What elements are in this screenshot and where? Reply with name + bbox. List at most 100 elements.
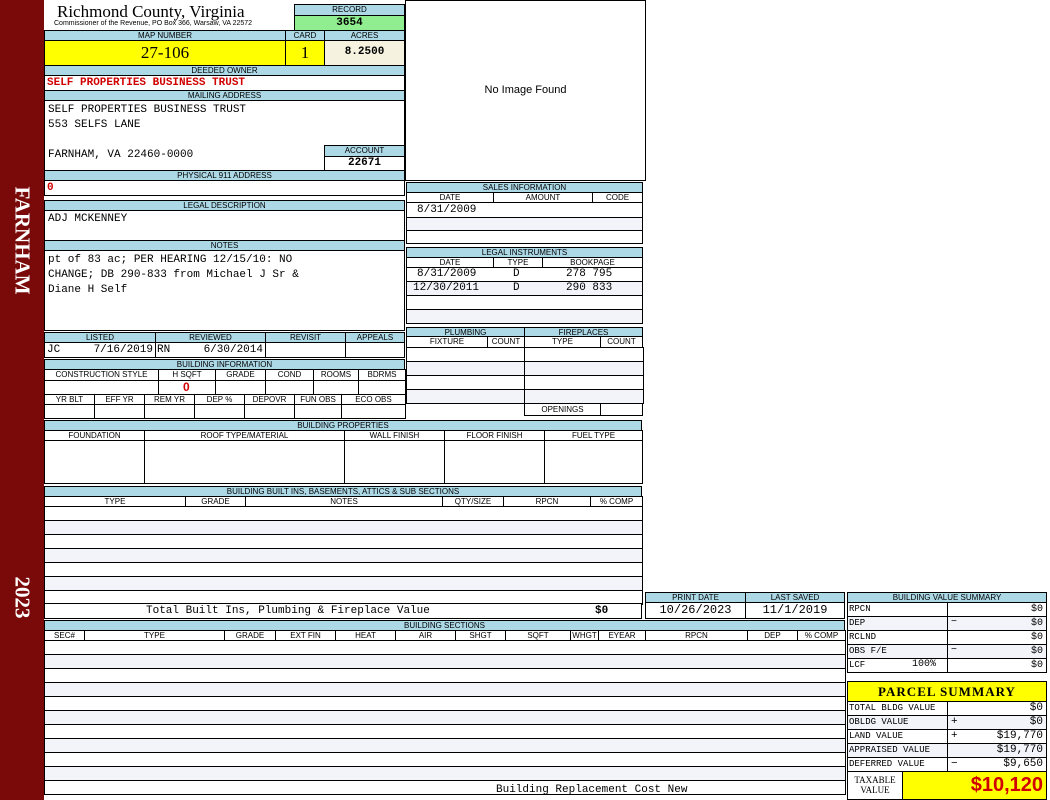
record-number: 3654	[294, 15, 405, 31]
notes-line: Diane H Self	[48, 284, 128, 296]
built-in-row	[44, 506, 643, 521]
plumbing-row	[406, 389, 525, 404]
instrument-row: 12/30/2011 D 290 833	[406, 281, 643, 296]
building-info-cell	[341, 404, 406, 419]
instrument-date: 8/31/2009	[417, 268, 477, 280]
reviewed-by: RN	[157, 344, 171, 356]
fireplace-row	[524, 361, 644, 376]
built-in-row	[44, 520, 643, 535]
sign-icon: +	[951, 730, 958, 742]
revisit-value	[265, 342, 346, 358]
acres-value: 8.2500	[324, 40, 405, 66]
instrument-row	[406, 295, 643, 310]
building-section-row	[44, 654, 846, 669]
sign-icon: −	[951, 645, 958, 656]
listed-value: JC 7/16/2019	[44, 342, 156, 358]
card-number: 1	[285, 40, 325, 66]
value-summary-value: $0	[947, 602, 1047, 617]
parcel-summary-value: $9,650	[947, 757, 1047, 772]
instrument-type: D	[513, 268, 520, 280]
reviewed-date: 6/30/2014	[203, 344, 263, 356]
building-section-row	[44, 752, 846, 767]
building-info-cell	[44, 380, 159, 395]
instrument-type: D	[513, 282, 520, 294]
building-info-cell	[194, 404, 245, 419]
building-info-cell	[215, 380, 266, 395]
tax-year: 2023	[10, 576, 35, 619]
building-section-row	[44, 766, 846, 781]
parcel-summary-label: DEFERRED VALUE	[847, 757, 948, 772]
notes-line: CHANGE; DB 290-833 from Michael J Sr &	[48, 269, 299, 281]
account-number: 22671	[324, 156, 405, 171]
built-ins-total-label: Total Built Ins, Plumbing & Fireplace Va…	[146, 605, 430, 617]
building-info-cell	[244, 404, 295, 419]
building-section-row	[44, 724, 846, 739]
parcel-summary-value: $19,770	[947, 729, 1047, 744]
instrument-bookpage: 278 795	[566, 268, 613, 280]
instrument-bookpage: 290 833	[566, 282, 613, 294]
sign-icon: +	[951, 716, 958, 728]
building-info-cell	[265, 380, 314, 395]
instrument-date: 12/30/2011	[413, 282, 480, 294]
listed-date: 7/16/2019	[93, 344, 153, 356]
parcel-summary-label: PARCEL SUMMARY	[847, 681, 1047, 702]
taxable-value: $10,120	[902, 771, 1047, 800]
building-info-cell	[44, 404, 95, 419]
plumbing-row	[406, 375, 525, 390]
building-property-cell	[344, 440, 445, 484]
parcel-summary-label: TOTAL BLDG VALUE	[847, 701, 948, 716]
mailing-line-1: SELF PROPERTIES BUSINESS TRUST	[48, 104, 247, 116]
page-subtitle: Commissioner of the Revenue, PO Box 366,…	[54, 20, 253, 27]
built-in-row	[44, 548, 643, 563]
parcel-summary-label: OBLDG VALUE	[847, 715, 948, 730]
building-section-row	[44, 738, 846, 753]
instrument-row	[406, 309, 643, 324]
locality-name: FARNHAM	[10, 186, 35, 295]
value-summary-value: $0	[947, 616, 1047, 631]
notes-line: pt of 83 ac; PER HEARING 12/15/10: NO	[48, 254, 293, 266]
listed-by: JC	[47, 344, 61, 356]
building-section-row	[44, 682, 846, 697]
openings-value	[600, 403, 643, 416]
hsqft-value: 0	[183, 380, 190, 394]
taxable-value-label: TAXABLE VALUE	[847, 771, 903, 800]
value-summary-label: RCLND	[847, 630, 948, 645]
building-section-row	[44, 780, 846, 795]
value-summary-label: RPCN	[847, 602, 948, 617]
built-in-row	[44, 576, 643, 591]
lcf-percent: 100%	[912, 659, 937, 670]
building-section-row	[44, 696, 846, 711]
instrument-row: 8/31/2009 D 278 795	[406, 267, 643, 282]
building-info-cell	[294, 404, 342, 419]
mailing-line-3: FARNHAM, VA 22460-0000	[48, 149, 194, 161]
mailing-line-2: 553 SELFS LANE	[48, 119, 141, 131]
built-ins-total-value: $0	[595, 605, 609, 617]
openings-label: OPENINGS	[524, 403, 601, 416]
value-summary-label: DEP	[847, 616, 948, 631]
value-summary-value: $0	[947, 658, 1047, 673]
value-summary-value: $0	[947, 644, 1047, 659]
map-number: 27-106	[44, 40, 286, 66]
parcel-summary-label: APPRAISED VALUE	[847, 743, 948, 758]
sales-row	[406, 217, 643, 231]
plumbing-row	[406, 347, 525, 362]
parcel-summary-value: $19,770	[947, 743, 1047, 758]
replacement-cost-label: Building Replacement Cost New	[496, 784, 688, 796]
locality-sidebar: FARNHAM 2023	[0, 0, 44, 800]
building-section-row	[44, 710, 846, 725]
fireplace-row	[524, 389, 644, 404]
last-saved: 11/1/2019	[745, 602, 845, 619]
building-section-row	[44, 640, 846, 655]
deeded-owner: SELF PROPERTIES BUSINESS TRUST	[44, 75, 405, 91]
parcel-summary-value: $0	[947, 715, 1047, 730]
property-image-placeholder: No Image Found	[405, 0, 646, 181]
page-title: Richmond County, Virginia	[57, 2, 245, 21]
fireplace-row	[524, 375, 644, 390]
building-info-cell	[144, 404, 195, 419]
value-summary-label: OBS F/E	[847, 644, 948, 659]
parcel-summary-label: LAND VALUE	[847, 729, 948, 744]
building-property-cell	[444, 440, 545, 484]
parcel-summary-value: $0	[947, 701, 1047, 716]
sign-icon: −	[951, 617, 958, 628]
fireplace-row	[524, 347, 644, 362]
